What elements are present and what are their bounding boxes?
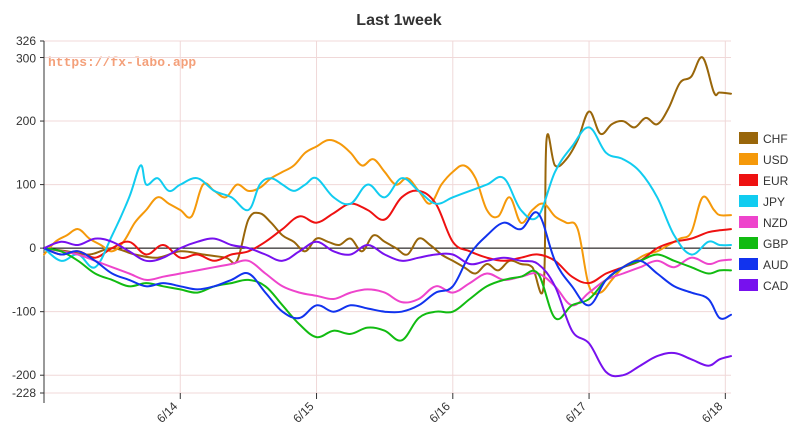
watermark-text: https://fx-labo.app [48,55,196,70]
series-line-chf [43,56,732,295]
legend-label-jpy: JPY [763,195,785,209]
legend-swatch-eur [739,174,758,186]
x-tick-label: 6/14 [154,399,181,425]
legend-swatch-gbp [739,237,758,249]
legend: CHF USD EUR JPY NZD GBP AUD CAD [739,132,789,293]
series-line-jpy [43,126,732,269]
chart-title: Last 1week [356,12,441,29]
series-line-eur [43,189,732,285]
y-tick-label: 300 [16,52,36,66]
y-tick-label: 100 [16,178,36,192]
legend-swatch-cad [739,279,758,291]
series-line-nzd [43,247,732,307]
y-tick-label: -228 [12,386,36,400]
legend-label-aud: AUD [763,258,789,272]
legend-swatch-chf [739,132,758,144]
x-tick-label: 6/17 [563,399,590,425]
tick-labels: 326 300 200 100 0 -100 -200 -228 6/14 6/15 6/16 6/1… [12,34,726,426]
y-tick-label: 0 [29,241,36,255]
x-tick-label: 6/15 [290,399,317,425]
series-line-cad [43,237,732,378]
legend-label-cad: CAD [763,279,789,293]
legend-swatch-nzd [739,216,758,228]
x-tick-label: 6/16 [426,399,453,425]
legend-label-nzd: NZD [763,216,788,230]
legend-label-eur: EUR [763,174,789,188]
legend-label-gbp: GBP [763,237,788,251]
x-tick-label: 6/18 [699,399,726,425]
legend-swatch-aud [739,258,758,270]
y-tick-label: 326 [16,34,36,48]
y-tick-label: -200 [12,368,36,382]
legend-swatch-jpy [739,195,758,207]
legend-swatch-usd [739,153,758,165]
legend-label-chf: CHF [763,132,788,146]
y-tick-label: 200 [16,114,36,128]
series-line-aud [43,211,732,320]
y-tick-label: -100 [12,305,36,319]
legend-label-usd: USD [763,153,789,167]
series-lines [43,56,732,378]
axes [43,41,731,403]
